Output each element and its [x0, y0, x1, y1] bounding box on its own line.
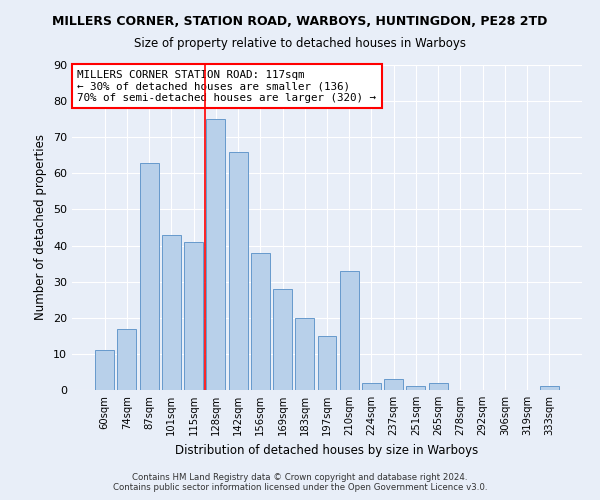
Bar: [95, 350, 114, 390]
Bar: [140, 162, 158, 390]
Bar: [406, 386, 425, 390]
Text: MILLERS CORNER STATION ROAD: 117sqm
← 30% of detached houses are smaller (136)
7: MILLERS CORNER STATION ROAD: 117sqm ← 30…: [77, 70, 376, 103]
Bar: [340, 271, 359, 390]
Bar: [273, 289, 292, 390]
Text: MILLERS CORNER, STATION ROAD, WARBOYS, HUNTINGDON, PE28 2TD: MILLERS CORNER, STATION ROAD, WARBOYS, H…: [52, 15, 548, 28]
X-axis label: Distribution of detached houses by size in Warboys: Distribution of detached houses by size …: [175, 444, 479, 456]
Bar: [540, 386, 559, 390]
Bar: [295, 318, 314, 390]
Bar: [362, 383, 381, 390]
Bar: [429, 383, 448, 390]
Y-axis label: Number of detached properties: Number of detached properties: [34, 134, 47, 320]
Bar: [229, 152, 248, 390]
Text: Size of property relative to detached houses in Warboys: Size of property relative to detached ho…: [134, 38, 466, 51]
Bar: [184, 242, 203, 390]
Bar: [118, 328, 136, 390]
Bar: [317, 336, 337, 390]
Text: Contains HM Land Registry data © Crown copyright and database right 2024.
Contai: Contains HM Land Registry data © Crown c…: [113, 473, 487, 492]
Bar: [206, 119, 225, 390]
Bar: [384, 379, 403, 390]
Bar: [162, 234, 181, 390]
Bar: [251, 253, 270, 390]
